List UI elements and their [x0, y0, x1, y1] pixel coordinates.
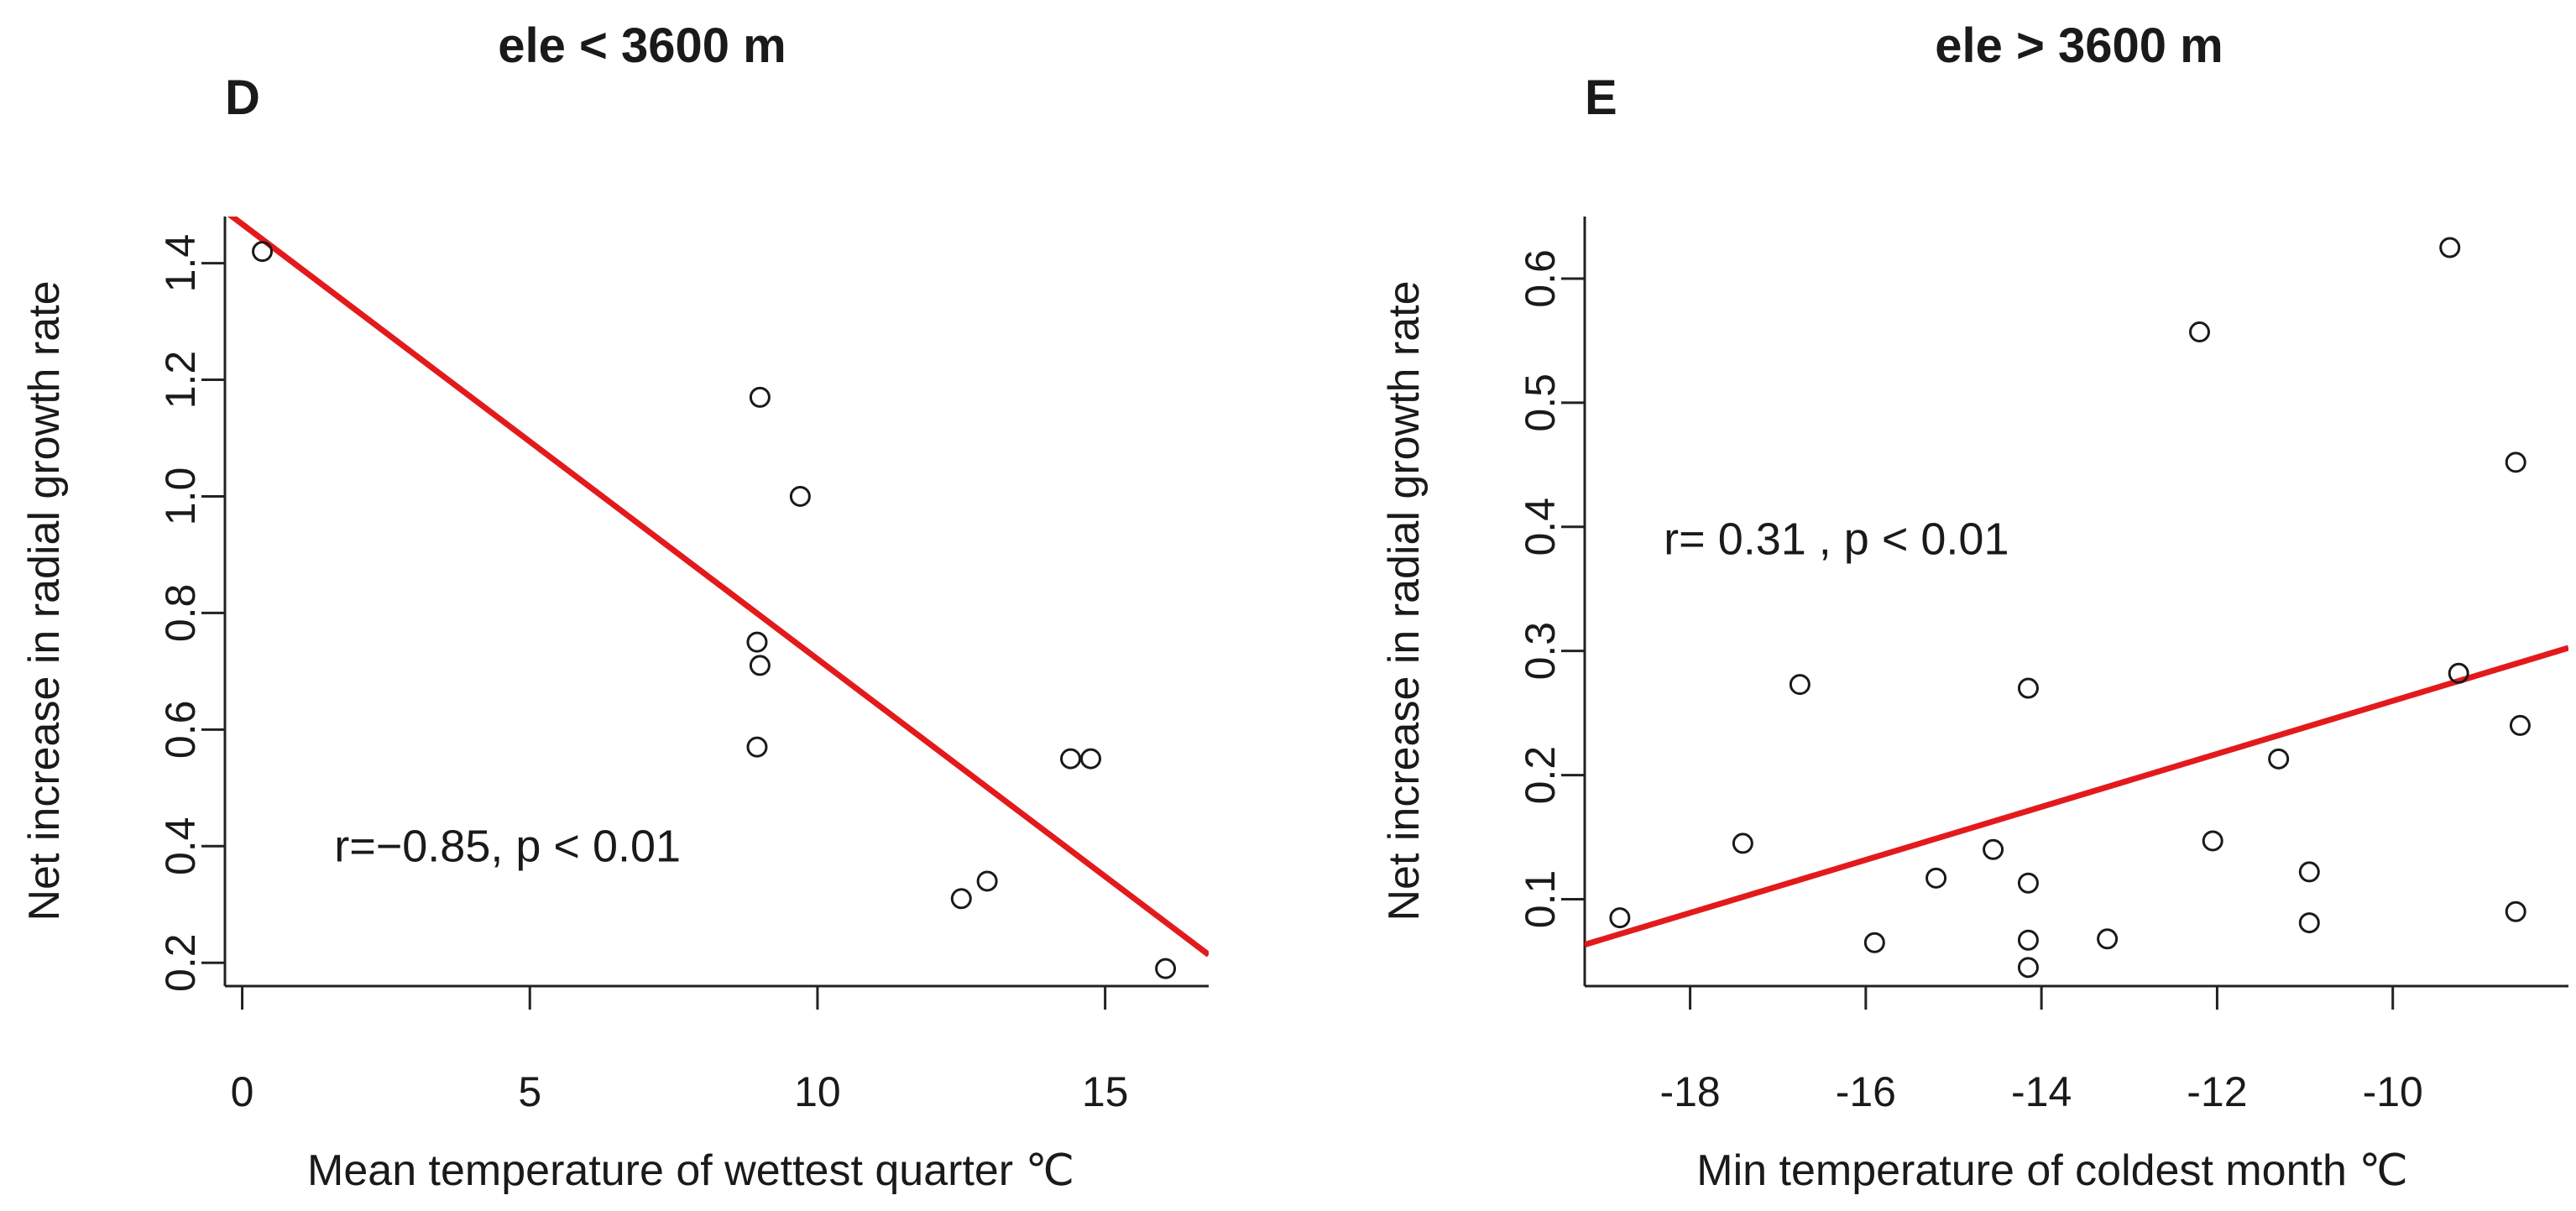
panel-d-data-point — [746, 631, 768, 653]
panel-e-data-point — [2017, 677, 2039, 699]
panel-d-y-tick-label: 1.0 — [157, 467, 204, 526]
panel-d-x-tick-label: 10 — [794, 1068, 841, 1115]
panel-e-data-point — [2268, 748, 2290, 770]
panel-e-x-tick-label: -10 — [2363, 1068, 2423, 1115]
panel-e-data-point — [1609, 907, 1631, 929]
panel-e-y-tick-label: 0.4 — [1517, 498, 1564, 556]
panel-e-plot-area: -18 -16 -14 -12 -10 0.1 0.2 0.3 0.4 0.5 0.6 r= 0.31… — [1517, 217, 2568, 1115]
panel-e-data-point — [2189, 321, 2210, 343]
panel-e-x-tick-label: -16 — [1836, 1068, 1896, 1115]
panel-e-x-tick-label: -12 — [2187, 1068, 2247, 1115]
panel-d-plot-area: 0 5 10 15 0.2 0.4 0.6 0.8 1.0 1.2 1.4 r=−0.85, p < … — [157, 217, 1209, 1115]
panel-d-y-tick-label: 1.2 — [157, 351, 204, 410]
panel-e-data-point — [2505, 452, 2526, 473]
panel-d-y-tick-label: 1.4 — [157, 234, 204, 293]
panel-e-data-point — [2448, 662, 2469, 684]
panel-e-x-tick-label: -18 — [1659, 1068, 1720, 1115]
panel-e-y-axis-title: Net increase in radial growth rate — [1380, 280, 1429, 921]
panel-d-data-point — [746, 736, 768, 758]
panel-e-data-point — [1863, 932, 1885, 953]
panel-d-data-point — [976, 870, 998, 892]
panel-e-data-point — [2017, 957, 2039, 979]
panel-d: ele < 3600 m D 0 5 10 15 0.2 0.4 0.6 0.8 1.0 1.2 1… — [20, 18, 1209, 1195]
panel-d-data-point — [1155, 958, 1177, 979]
panel-d-x-tick-label: 15 — [1082, 1068, 1129, 1115]
panel-e-x-axis-title: Min temperature of coldest month ℃ — [1696, 1146, 2407, 1195]
panel-e-data-point — [2439, 237, 2461, 258]
panel-e-x-tick-label: -14 — [2011, 1068, 2072, 1115]
panel-e-data-point — [2298, 861, 2320, 883]
panel-d-data-point — [252, 241, 274, 263]
panel-d-y-axis-title: Net increase in radial growth rate — [20, 280, 69, 921]
panel-d-title: ele < 3600 m — [498, 18, 786, 73]
panel-d-x-tick-label: 5 — [518, 1068, 541, 1115]
panel-d-data-point — [1060, 748, 1082, 770]
panel-e-data-point — [2017, 872, 2039, 894]
panel-d-data-point — [749, 386, 771, 408]
panel-d-x-axis-title: Mean temperature of wettest quarter ℃ — [307, 1146, 1074, 1195]
panel-d-x-tick-label: 0 — [231, 1068, 254, 1115]
panel-e-y-tick-label: 0.6 — [1517, 249, 1564, 308]
panel-e-data-point — [2509, 714, 2531, 736]
panel-d-y-tick-label: 0.2 — [157, 933, 204, 992]
panel-d-data-point — [789, 485, 811, 507]
panel-e-data-point — [2202, 830, 2223, 852]
panel-d-y-tick-label: 0.4 — [157, 817, 204, 876]
panel-d-data-point — [749, 655, 771, 676]
panel-e-y-tick-label: 0.5 — [1517, 373, 1564, 432]
panel-e-data-point — [1732, 833, 1753, 854]
panel-d-data-point — [1079, 748, 1101, 770]
panel-d-y-tick-label: 0.8 — [157, 584, 204, 643]
panel-e: ele > 3600 m E -18 -16 -14 -12 -10 0.1 0.2 0.3 0… — [1380, 18, 2568, 1195]
panel-d-label: D — [225, 70, 260, 125]
panel-e-y-tick-label: 0.1 — [1517, 870, 1564, 929]
panel-d-correlation-annotation: r=−0.85, p < 0.01 — [334, 821, 681, 871]
panel-e-data-point — [1925, 867, 1947, 889]
panel-e-title: ele > 3600 m — [1935, 18, 2223, 73]
panel-e-data-point — [1983, 838, 2004, 860]
panel-e-label: E — [1585, 70, 1617, 125]
panel-d-regression-line — [227, 217, 1209, 958]
panel-d-data-point — [950, 888, 972, 910]
panel-e-data-point — [2017, 929, 2039, 951]
panel-e-data-point — [2505, 900, 2526, 922]
panel-e-data-point — [2298, 912, 2320, 934]
panel-e-correlation-annotation: r= 0.31 , p < 0.01 — [1664, 514, 2009, 565]
panel-e-y-tick-label: 0.2 — [1517, 746, 1564, 805]
panel-d-y-tick-label: 0.6 — [157, 701, 204, 759]
panel-e-y-tick-label: 0.3 — [1517, 622, 1564, 681]
panel-e-regression-line — [1585, 645, 2568, 947]
panel-e-data-point — [1789, 674, 1811, 696]
panel-e-data-point — [2097, 928, 2119, 950]
